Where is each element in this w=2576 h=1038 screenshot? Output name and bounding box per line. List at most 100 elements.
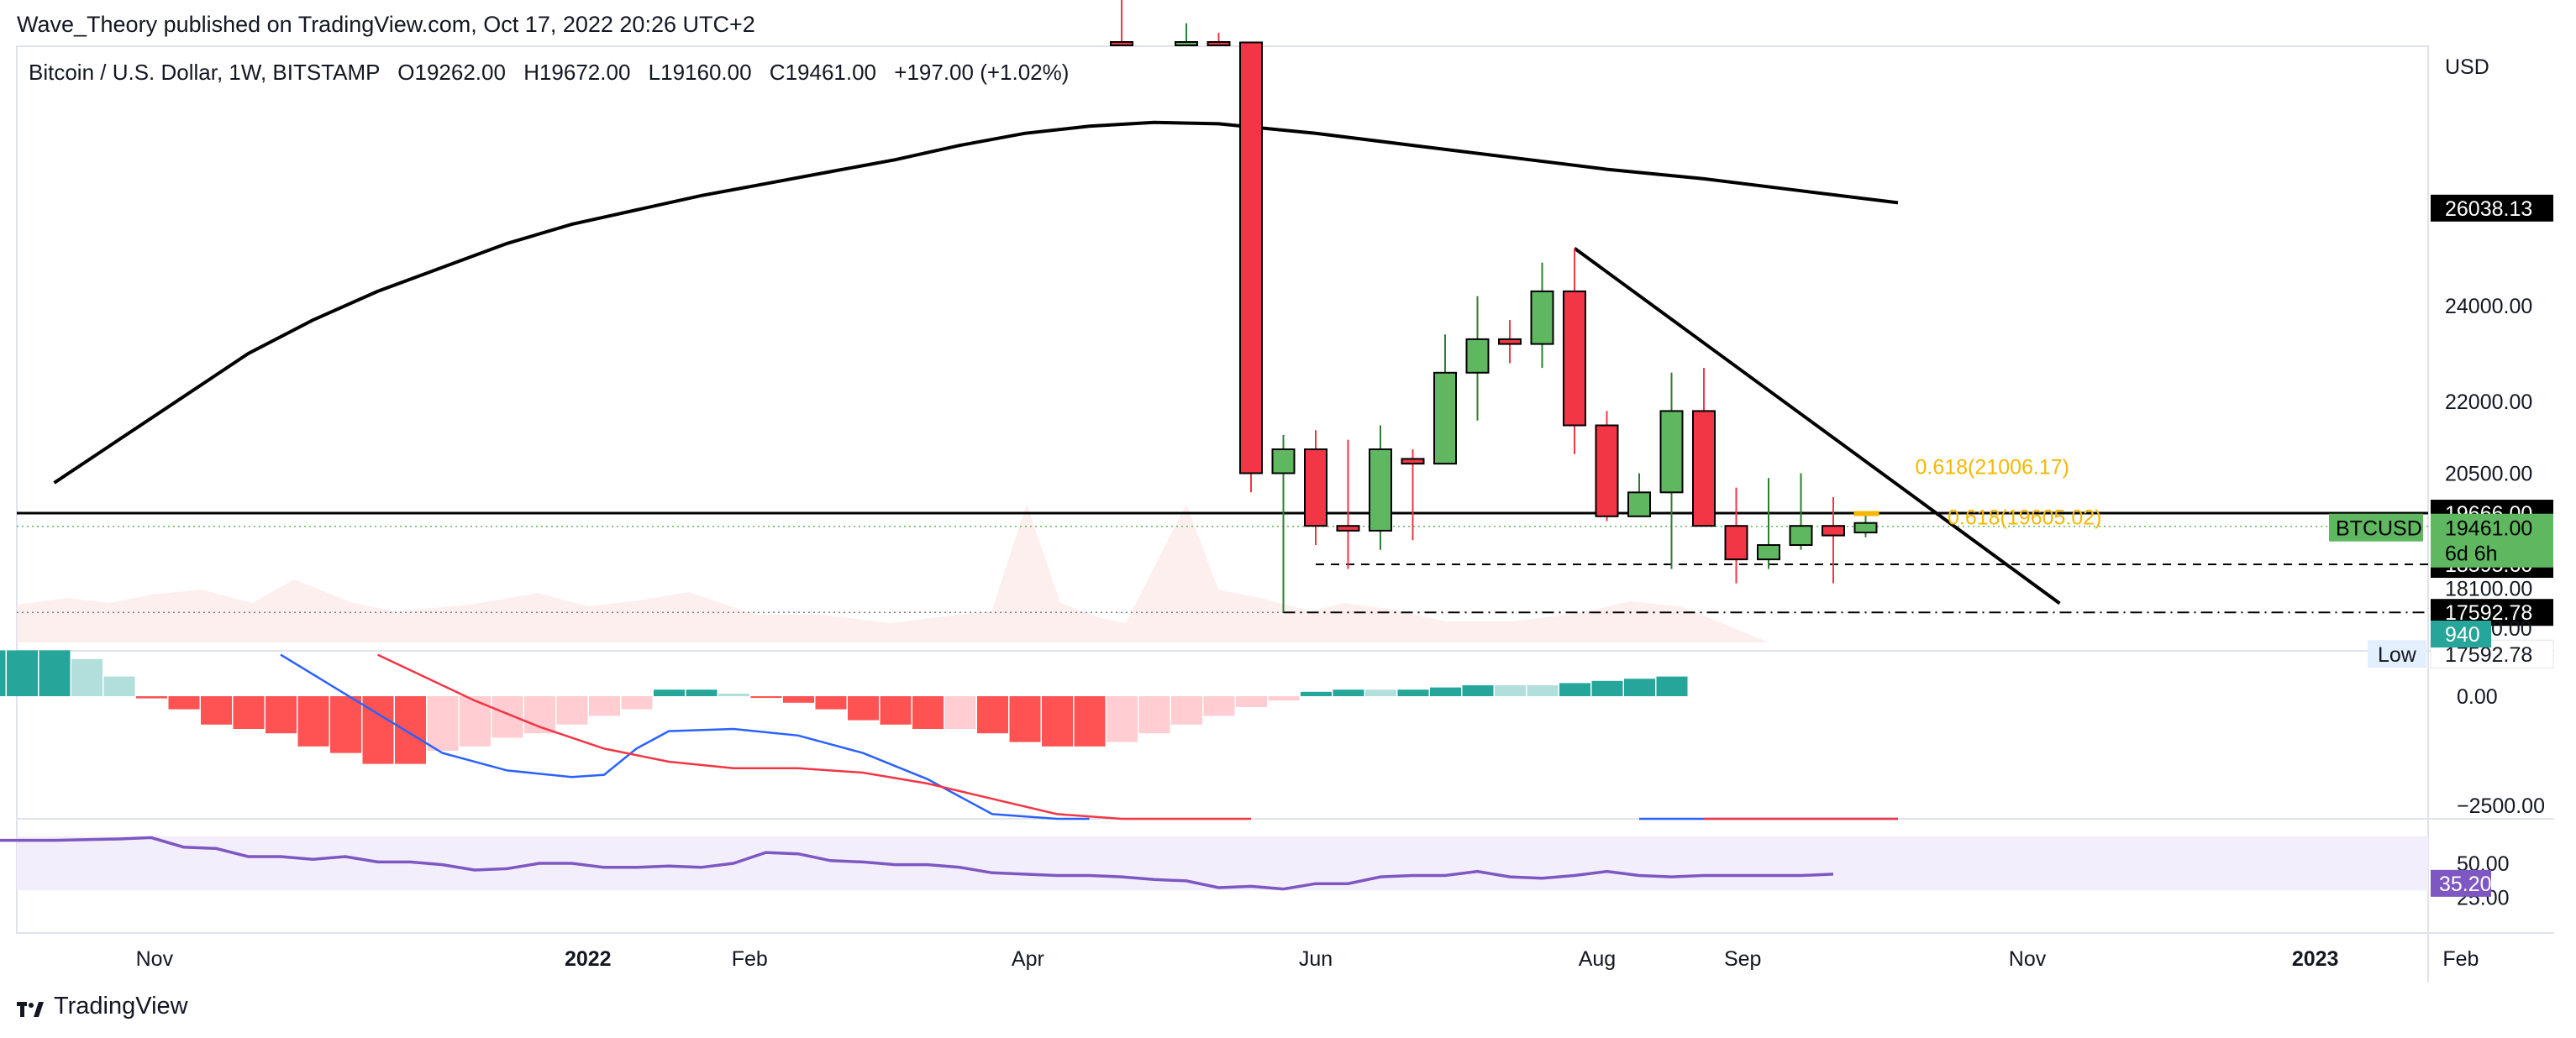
time-tick-label: Aug [1579,947,1616,971]
price-axis[interactable]: USD 24000.00 22000.00 20500.00 18100.00 26038… [2329,55,2554,910]
macd-histogram-bar [750,696,782,699]
candle [1304,430,1327,545]
descending-trendline [1573,246,2061,606]
macd-pane[interactable] [0,650,1898,820]
time-tick-label: Apr [1012,947,1044,971]
macd-histogram-bar [297,696,329,747]
candle-body [1822,525,1845,537]
legend-close: C19461.00 [770,60,876,85]
time-tick-label: 2023 [2292,947,2339,971]
candle [1563,248,1586,454]
macd-histogram-bar [1203,696,1235,716]
macd-histogram-bar [1009,696,1041,742]
candle [1692,368,1716,527]
candle-body [1627,491,1651,517]
macd-histogram-bar [1333,689,1364,696]
rsi-pane[interactable] [0,836,2428,891]
macd-histogram-bar [103,676,135,696]
footer-brand[interactable]: TradingView [17,993,188,1020]
low-marker-tag [2368,640,2426,668]
candle [1207,33,1231,46]
candle-body [1530,290,1554,345]
symbol-badge-label: BTCUSD [2336,517,2422,541]
macd-histogram-bar [330,696,361,753]
candle-body [1692,410,1716,527]
macd-histogram-bar [7,650,38,696]
macd-histogram-bar [1107,696,1138,742]
macd-histogram-bar [621,696,653,710]
candle [1271,434,1296,612]
macd-histogram-bar [0,650,6,696]
candle [1659,372,1684,569]
rsi-value-badge [2431,869,2491,897]
legend-high: H19672.00 [523,60,630,85]
macd-histogram-bar [460,696,491,747]
volume-badge-label: 940 [2445,623,2480,647]
time-tick-label: Nov [136,947,174,971]
macd-histogram-bar [1495,685,1526,696]
fib-level-label: 0.618(21006.17) [1916,456,2069,480]
volume-badge [2431,621,2491,647]
macd-histogram-bar [1656,676,1688,696]
bar-countdown-label: 6d 6h [2445,543,2498,566]
last-price-badge [2431,513,2553,568]
macd-histogram-bar [1559,683,1590,696]
price-tick-label: 22000.00 [2445,391,2532,414]
symbol-legend: Bitcoin / U.S. Dollar, 1W, BITSTAMP O192… [29,60,1069,85]
fib-marker [1853,511,1879,516]
candle [1175,23,1198,46]
price-badge [2431,194,2553,222]
macd-histogram-bar [1365,689,1396,696]
candle-body [1595,424,1619,517]
macd-histogram-bar [1397,689,1429,696]
time-tick-label: Sep [1724,947,1761,971]
time-tick-label: Feb [2442,947,2479,971]
legend-low: L19160.00 [649,60,752,85]
macd-histogram-bar [1624,679,1655,696]
macd-histogram-bar [556,696,588,725]
candle [1401,449,1425,541]
candle-body [1789,525,1813,547]
chart-frame [16,45,2429,934]
macd-histogram-bar [1430,687,1461,696]
macd-histogram-bar [718,693,749,696]
macd-histogram-bar [654,689,685,696]
macd-histogram-bar [944,696,976,729]
symbol-badge [2329,513,2423,542]
signal-line [376,653,1251,820]
macd-histogram-bar [1462,685,1494,696]
macd-histogram-bar [71,658,103,696]
candle-body [1853,522,1878,534]
macd-histogram-bar [492,696,523,738]
legend-symbol: Bitcoin / U.S. Dollar, 1W, BITSTAMP [29,60,380,85]
fib-level-label: 0.618(19605.02) [1948,506,2101,530]
rsi-value-label: 35.20 [2439,873,2492,896]
candle-body [1659,410,1684,494]
candle [1369,425,1392,550]
macd-histogram-bar [1236,696,1267,707]
macd-histogram-bar [39,650,71,696]
price-pane[interactable]: 0.618(21006.17) 0.618(19605.02) [17,0,2428,614]
time-axis[interactable]: Nov 2022 Feb Apr Jun Aug Sep Nov 2023 Feb [136,947,2479,971]
macd-histogram-bar [265,696,297,734]
time-tick-label: 2022 [565,947,612,971]
macd-histogram-bar [136,696,167,699]
macd-histogram-bar [1591,680,1623,696]
macd-tick-label: 0.00 [2457,685,2498,709]
candle-body [1207,41,1231,46]
price-tick-label: 24000.00 [2445,295,2532,318]
macd-histogram-bar [1042,696,1073,747]
candle-body [1724,525,1748,561]
macd-histogram-bar [1138,696,1170,734]
candle-body [1401,458,1425,465]
macd-histogram-bar [686,689,718,696]
volume-axis-label: 0.00 [2491,617,2532,641]
currency-label: USD [2445,55,2489,79]
publisher-header: Wave_Theory published on TradingView.com… [17,12,755,37]
candle-body [1271,448,1296,474]
time-tick-label: Nov [2009,947,2047,971]
candle-body [1369,448,1392,532]
candle [1853,512,1878,537]
price-tick-label: 20500.00 [2445,463,2532,486]
